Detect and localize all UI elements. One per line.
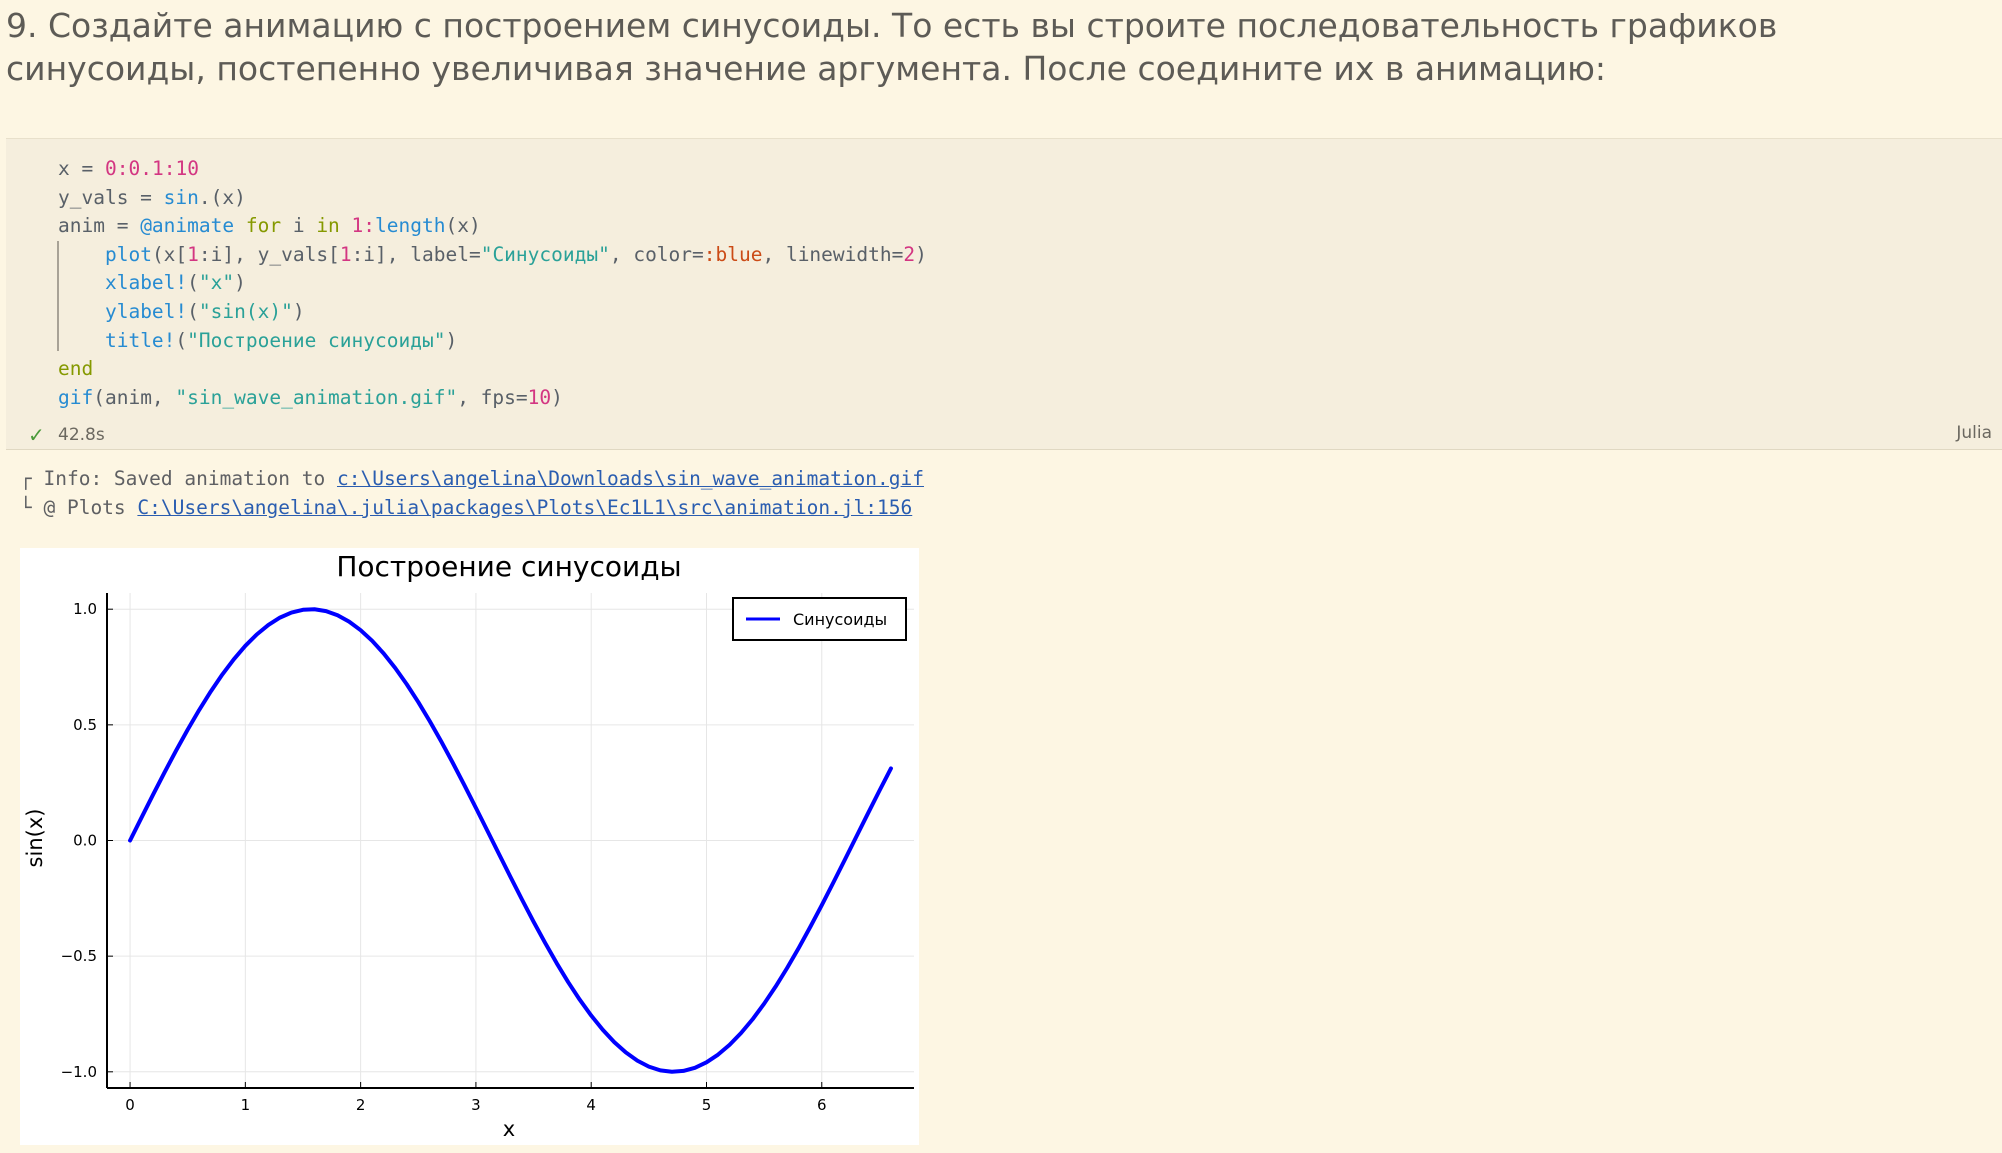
chart-ticks: 0 1 2 3 4 5 6 −1.0 −0.5 0.0 0.5 1.0 (61, 600, 827, 1114)
x-tick-label: 3 (471, 1096, 481, 1114)
saved-gif-link[interactable]: c:\Users\angelina\Downloads\sin_wave_ani… (336, 467, 924, 490)
y-tick-label: 0.0 (73, 832, 97, 850)
code-cell[interactable]: x = 0:0.1:10 y_vals = sin.(x) anim = @an… (6, 138, 2002, 450)
legend-label: Синусоиды (793, 610, 887, 629)
legend-box (732, 597, 907, 641)
plot-output: Построение синусоиды 0 1 2 3 4 5 6 −1.0 −0.5 0.0 0… (20, 548, 919, 1145)
task-description: 9. Создайте анимацию с построением синус… (6, 6, 1778, 88)
x-tick-label: 5 (702, 1096, 712, 1114)
sine-series-line (128, 607, 893, 1074)
cell-output-log: ┌ Info: Saved animation to c:\Users\ange… (20, 467, 924, 519)
x-tick-label: 6 (817, 1096, 827, 1114)
y-tick-label: −0.5 (61, 947, 97, 965)
chart-grid (107, 593, 914, 1088)
y-tick-label: 1.0 (73, 600, 97, 618)
code-line-9: gif(anim, "sin_wave_animation.gif", fps=… (58, 385, 563, 409)
y-axis-label: sin(x) (23, 809, 47, 868)
x-tick-label: 2 (356, 1096, 366, 1114)
y-tick-label: −1.0 (61, 1063, 97, 1081)
code-line-8: end (58, 357, 94, 381)
execution-time: 42.8s (58, 425, 105, 445)
sine-chart: Построение синусоиды 0 1 2 3 4 5 6−1.0−0.50.00… (23, 550, 914, 1141)
code-line-3: anim = @animate for i in 1:length(x) (58, 214, 481, 238)
execution-status: ✓ 42.8s (28, 423, 105, 447)
x-axis-label: x (503, 1117, 515, 1141)
x-tick-label: 4 (586, 1096, 596, 1114)
code-line-5: xlabel!("x") (104, 271, 246, 295)
x-tick-label: 0 (125, 1096, 135, 1114)
code-line-1: x = 0:0.1:10 (58, 157, 199, 180)
code-line-6: ylabel!("sin(x)") (104, 299, 305, 323)
check-icon: ✓ (28, 423, 45, 447)
code-line-2: y_vals = sin.(x) (58, 185, 246, 209)
code-line-4: plot(x[1:i], y_vals[1:i], label="Синусои… (104, 242, 927, 266)
code-editor[interactable]: x = 0:0.1:10 y_vals = sin.(x) anim = @an… (58, 155, 927, 412)
chart-legend: Синусоиды (732, 597, 907, 641)
code-line-7: title!("Построение синусоиды") (104, 328, 458, 352)
source-file-link[interactable]: C:\Users\angelina\.julia\packages\Plots\… (137, 496, 913, 519)
x-tick-label: 1 (241, 1096, 251, 1114)
indent-guide (57, 241, 59, 351)
chart-title: Построение синусоиды (336, 550, 681, 583)
y-tick-label: 0.5 (73, 716, 97, 734)
chart-series (128, 607, 893, 1074)
language-selector[interactable]: Julia (1956, 423, 1992, 443)
